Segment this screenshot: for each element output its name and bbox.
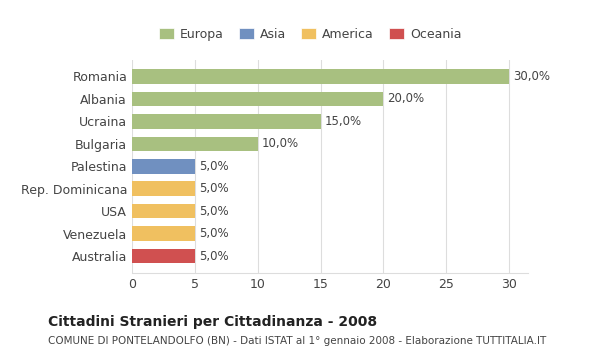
Text: 30,0%: 30,0% [513, 70, 550, 83]
Text: 20,0%: 20,0% [387, 92, 424, 105]
Text: 10,0%: 10,0% [262, 137, 299, 150]
Text: 5,0%: 5,0% [199, 250, 228, 262]
Text: 5,0%: 5,0% [199, 227, 228, 240]
Text: 15,0%: 15,0% [325, 115, 361, 128]
Bar [132, 204, 195, 218]
Bar [132, 69, 509, 84]
Bar [132, 136, 258, 151]
Bar [132, 226, 195, 241]
Bar [132, 159, 195, 174]
Text: Cittadini Stranieri per Cittadinanza - 2008: Cittadini Stranieri per Cittadinanza - 2… [48, 315, 377, 329]
Bar [132, 114, 320, 129]
Text: 5,0%: 5,0% [199, 160, 228, 173]
Text: 5,0%: 5,0% [199, 205, 228, 218]
Bar [132, 92, 383, 106]
Text: COMUNE DI PONTELANDOLFO (BN) - Dati ISTAT al 1° gennaio 2008 - Elaborazione TUTT: COMUNE DI PONTELANDOLFO (BN) - Dati ISTA… [48, 336, 546, 346]
Bar [132, 181, 195, 196]
Legend: Europa, Asia, America, Oceania: Europa, Asia, America, Oceania [154, 23, 467, 46]
Bar [132, 249, 195, 263]
Text: 5,0%: 5,0% [199, 182, 228, 195]
